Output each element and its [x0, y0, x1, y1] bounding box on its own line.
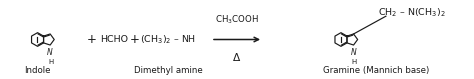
Text: Δ: Δ — [233, 53, 241, 63]
Text: (CH$_3$)$_2$ – NH: (CH$_3$)$_2$ – NH — [140, 33, 196, 46]
Text: CH$_3$COOH: CH$_3$COOH — [215, 13, 259, 26]
Text: H: H — [48, 59, 54, 65]
Text: H: H — [352, 59, 357, 65]
Text: Dimethyl amine: Dimethyl amine — [134, 66, 203, 75]
Text: N: N — [351, 48, 356, 57]
Text: +: + — [129, 33, 139, 46]
Text: N: N — [47, 48, 53, 57]
Text: Indole: Indole — [24, 66, 51, 75]
Text: Gramine (Mannich base): Gramine (Mannich base) — [323, 66, 429, 75]
Text: +: + — [86, 33, 96, 46]
Text: HCHO: HCHO — [100, 35, 128, 44]
Text: CH$_2$ – N(CH$_3$)$_2$: CH$_2$ – N(CH$_3$)$_2$ — [378, 6, 446, 19]
